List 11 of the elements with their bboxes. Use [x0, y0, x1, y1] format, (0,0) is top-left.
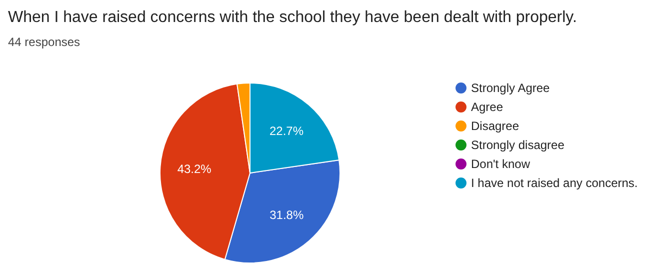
data-label: 22.7%: [269, 124, 304, 138]
legend-label: I have not raised any concerns.: [471, 176, 638, 190]
data-label: 31.8%: [270, 208, 304, 222]
legend-label: Disagree: [471, 119, 520, 133]
text: 44 responses: [8, 35, 80, 49]
legend-label: Don't know: [471, 157, 530, 171]
legend-label: Agree: [471, 100, 504, 114]
legend-label: Strongly disagree: [471, 138, 565, 152]
data-label: 43.2%: [177, 162, 212, 176]
chart-title: When I have raised concerns with the school they have been dealt with properly.: [8, 9, 577, 26]
legend-label: Strongly Agree: [471, 81, 550, 95]
